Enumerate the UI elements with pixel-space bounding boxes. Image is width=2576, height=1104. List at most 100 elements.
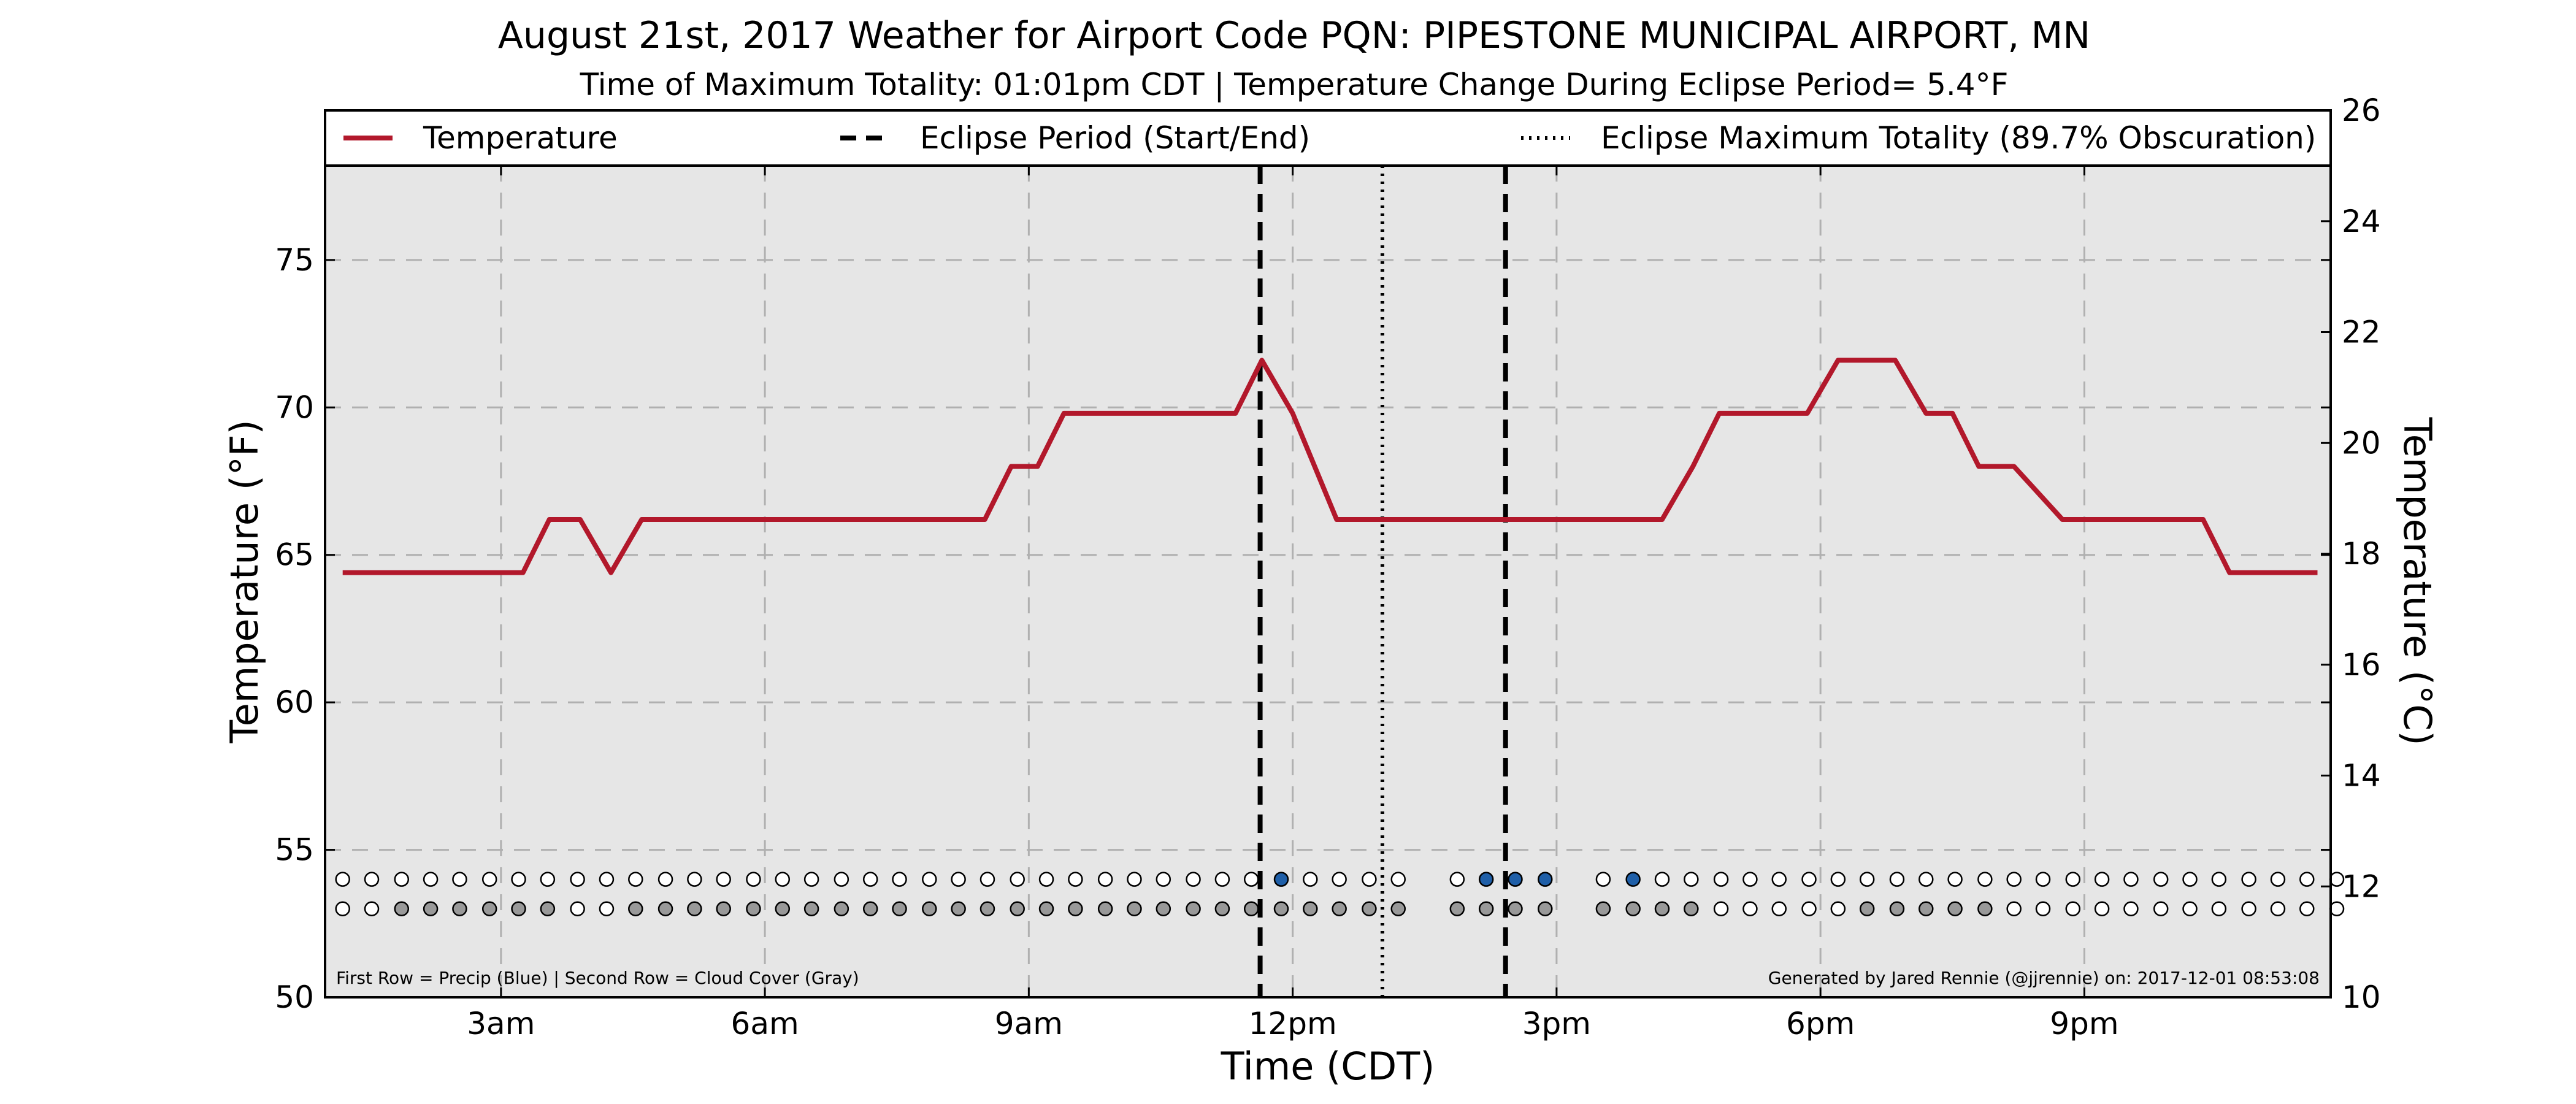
x-tick-label: 3pm	[1522, 1006, 1591, 1041]
precip-dot	[2299, 872, 2315, 887]
plot-area: First Row = Precip (Blue) | Second Row =…	[222, 93, 2440, 1089]
precip-dot	[1771, 872, 1787, 887]
cloud-dot	[1156, 901, 1171, 916]
precip-dot	[1830, 872, 1846, 887]
x-tick-label: 9am	[995, 1006, 1063, 1041]
precip-dot	[1010, 872, 1025, 887]
cloud-dot	[979, 901, 995, 916]
precip-dot	[1919, 872, 1934, 887]
cloud-dot	[2182, 901, 2198, 916]
precip-dot	[1478, 872, 1494, 887]
cloud-dot	[1684, 901, 1699, 916]
cloud-dot	[1654, 901, 1670, 916]
precip-dot	[540, 872, 556, 887]
cloud-dot	[2123, 901, 2139, 916]
cloud-dot	[1097, 901, 1113, 916]
cloud-dot	[423, 901, 439, 916]
cloud-dot	[1214, 901, 1230, 916]
legend-label-dotted: Eclipse Maximum Totality (89.7% Obscurat…	[1601, 120, 2316, 156]
x-tick-label: 6pm	[1786, 1006, 1855, 1041]
cloud-dot	[628, 901, 643, 916]
cloud-dot	[803, 901, 819, 916]
cloud-dot	[1713, 901, 1729, 916]
cloud-dot	[540, 901, 556, 916]
y-right-tick-label: 12	[2342, 868, 2381, 904]
cloud-dot	[1889, 901, 1905, 916]
precip-dot	[628, 872, 643, 887]
precip-dot	[1156, 872, 1171, 887]
precip-dot	[1186, 872, 1201, 887]
y-tick-label: 65	[275, 537, 314, 573]
cloud-dot	[599, 901, 615, 916]
y-right-tick-label: 18	[2342, 536, 2381, 572]
precip-dot	[775, 872, 791, 887]
precip-dot	[1801, 872, 1817, 887]
cloud-dot	[1332, 901, 1347, 916]
legend-label-solid: Temperature	[423, 120, 618, 156]
cloud-dot	[364, 901, 380, 916]
precip-dot	[1303, 872, 1318, 887]
precip-dot	[1538, 872, 1553, 887]
footnote-left: First Row = Precip (Blue) | Second Row =…	[336, 968, 859, 988]
y-right-tick-label: 14	[2342, 758, 2381, 794]
cloud-dot	[1362, 901, 1377, 916]
precip-dot	[803, 872, 819, 887]
precip-dot	[1859, 872, 1875, 887]
y-tick-label: 55	[275, 832, 314, 868]
precip-dot	[1127, 872, 1142, 887]
precip-dot	[1947, 872, 1963, 887]
cloud-dot	[951, 901, 966, 916]
x-tick-label: 6am	[731, 1006, 799, 1041]
cloud-dot	[1538, 901, 1553, 916]
precip-dot	[2270, 872, 2286, 887]
precip-dot	[570, 872, 585, 887]
precip-dot	[892, 872, 907, 887]
precip-dot	[687, 872, 702, 887]
precip-dot	[1332, 872, 1347, 887]
x-tick-label: 9pm	[2050, 1006, 2118, 1041]
cloud-dot	[394, 901, 410, 916]
cloud-dot	[746, 901, 761, 916]
cloud-dot	[1243, 901, 1259, 916]
precip-dot	[2006, 872, 2022, 887]
cloud-dot	[2211, 901, 2227, 916]
cloud-dot	[1390, 901, 1406, 916]
cloud-dot	[922, 901, 937, 916]
cloud-dot	[2153, 901, 2169, 916]
cloud-dot	[1273, 901, 1289, 916]
y-right-tick-label: 20	[2342, 425, 2381, 461]
precip-dot	[2153, 872, 2169, 887]
legend-box	[324, 109, 2332, 167]
cloud-dot	[687, 901, 702, 916]
footnote-right: Generated by Jared Rennie (@jjrennie) on…	[1768, 968, 2320, 988]
precip-dot	[1684, 872, 1699, 887]
cloud-dot	[834, 901, 849, 916]
legend-label-dashed: Eclipse Period (Start/End)	[920, 120, 1310, 156]
cloud-dot	[1919, 901, 1934, 916]
cloud-dot	[2094, 901, 2110, 916]
y-axis-label-right: Temperature (°C)	[2395, 416, 2440, 745]
precip-dot	[862, 872, 878, 887]
cloud-dot	[1449, 901, 1465, 916]
chart-subtitle: Time of Maximum Totality: 01:01pm CDT | …	[580, 67, 2009, 102]
cloud-dot	[2006, 901, 2022, 916]
cloud-dot	[335, 901, 350, 916]
precip-dot	[1390, 872, 1406, 887]
cloud-dot	[1595, 901, 1611, 916]
precip-dot	[716, 872, 731, 887]
precip-dot	[364, 872, 380, 887]
precip-dot	[1243, 872, 1259, 887]
temperature-line	[342, 358, 2318, 575]
cloud-dot	[1010, 901, 1025, 916]
cloud-dot	[1038, 901, 1054, 916]
precip-dot	[394, 872, 410, 887]
precip-dot	[1508, 872, 1523, 887]
precip-dot	[2065, 872, 2081, 887]
precip-dot	[1889, 872, 1905, 887]
precip-dot	[2035, 872, 2051, 887]
precip-dot	[2211, 872, 2227, 887]
y-right-tick-label: 24	[2342, 204, 2381, 239]
cloud-dot	[2241, 901, 2256, 916]
precip-dot	[657, 872, 673, 887]
